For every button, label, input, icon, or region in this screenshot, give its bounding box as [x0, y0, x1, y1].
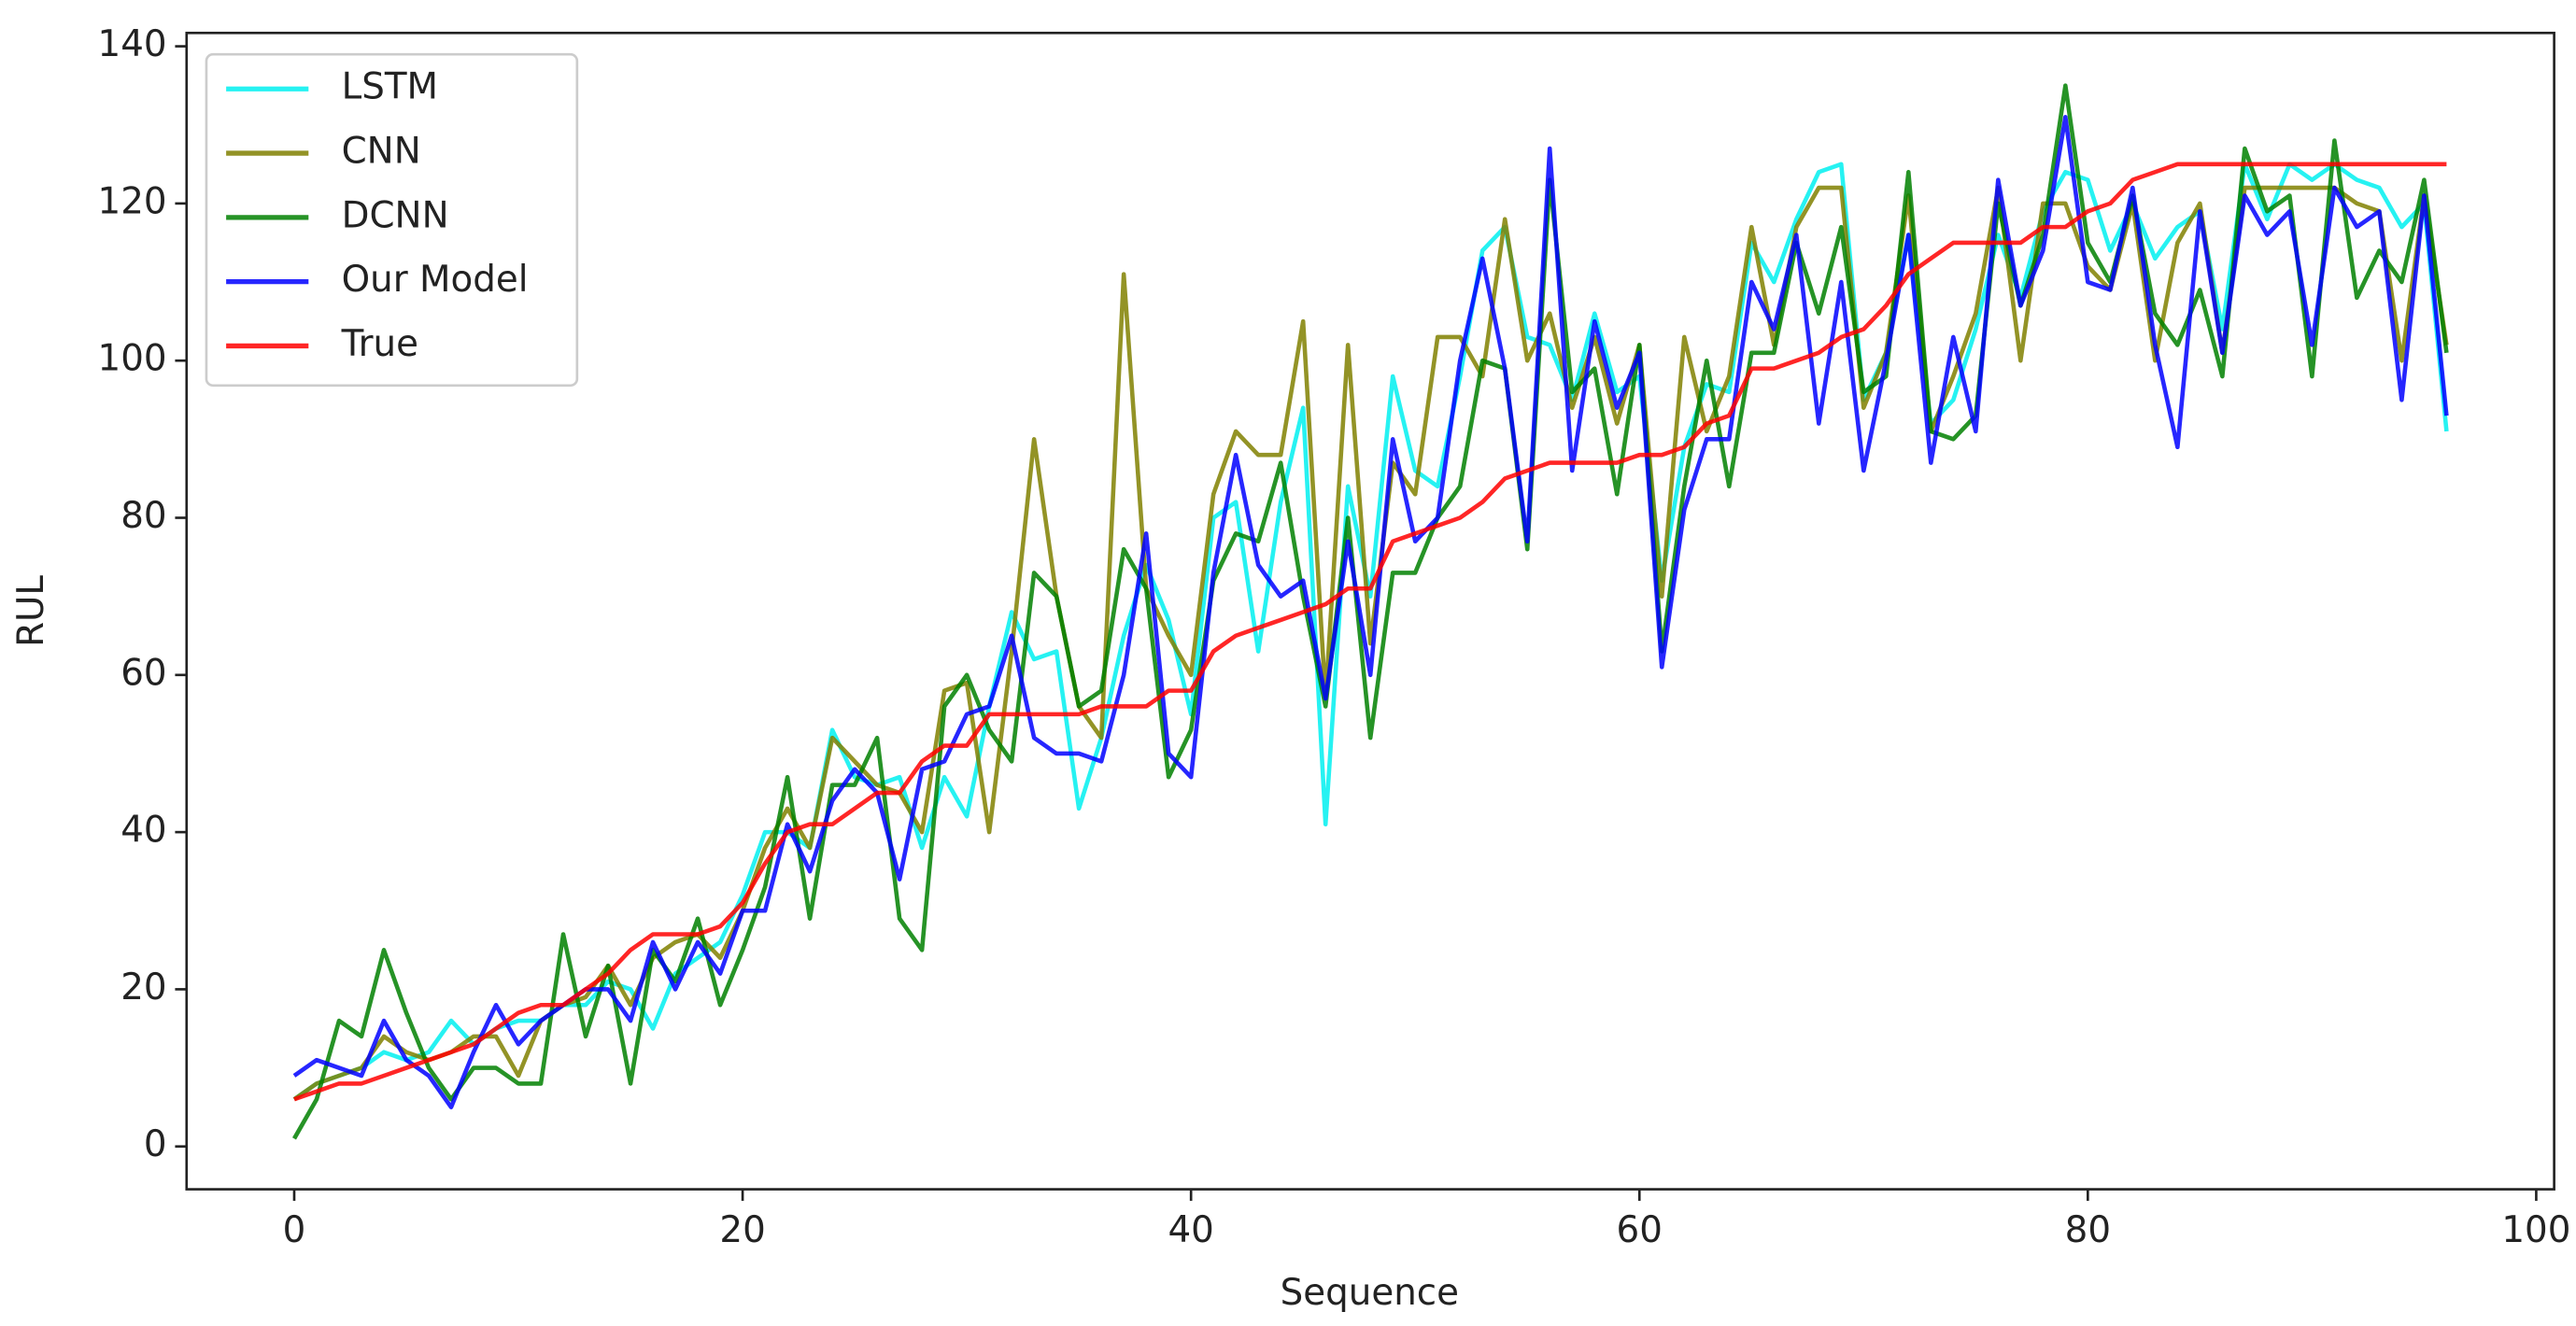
y-tick-label: 0	[144, 1123, 167, 1165]
y-tick-label: 40	[120, 810, 166, 852]
y-tick-label: 20	[120, 966, 166, 1009]
legend-label: True	[341, 323, 418, 365]
series-line	[292, 83, 2449, 1140]
legend-label: LSTM	[342, 66, 438, 108]
x-tick-label: 20	[719, 1209, 765, 1251]
y-tick-label: 100	[98, 338, 167, 380]
x-tick-label: 60	[1617, 1209, 1663, 1251]
legend-label: DCNN	[342, 194, 449, 236]
legend-box	[205, 52, 579, 388]
x-tick-label: 100	[2501, 1209, 2570, 1251]
x-tick-label: 0	[283, 1209, 306, 1251]
legend-label: Our Model	[342, 259, 529, 301]
x-tick-label: 40	[1168, 1209, 1213, 1251]
y-tick-label: 80	[120, 495, 166, 537]
x-tick-label: 80	[2065, 1209, 2111, 1251]
y-tick-label: 140	[98, 23, 167, 65]
y-tick-label: 60	[120, 652, 166, 694]
series-line	[292, 162, 2449, 1102]
y-tick-label: 120	[98, 180, 167, 222]
series-line	[293, 162, 2447, 1102]
series-line	[292, 115, 2449, 1109]
plot-frame	[185, 31, 2555, 1191]
x-axis-label: Sequence	[1281, 1272, 1459, 1314]
y-axis-label: RUL	[10, 575, 52, 647]
legend-label: CNN	[342, 131, 421, 173]
